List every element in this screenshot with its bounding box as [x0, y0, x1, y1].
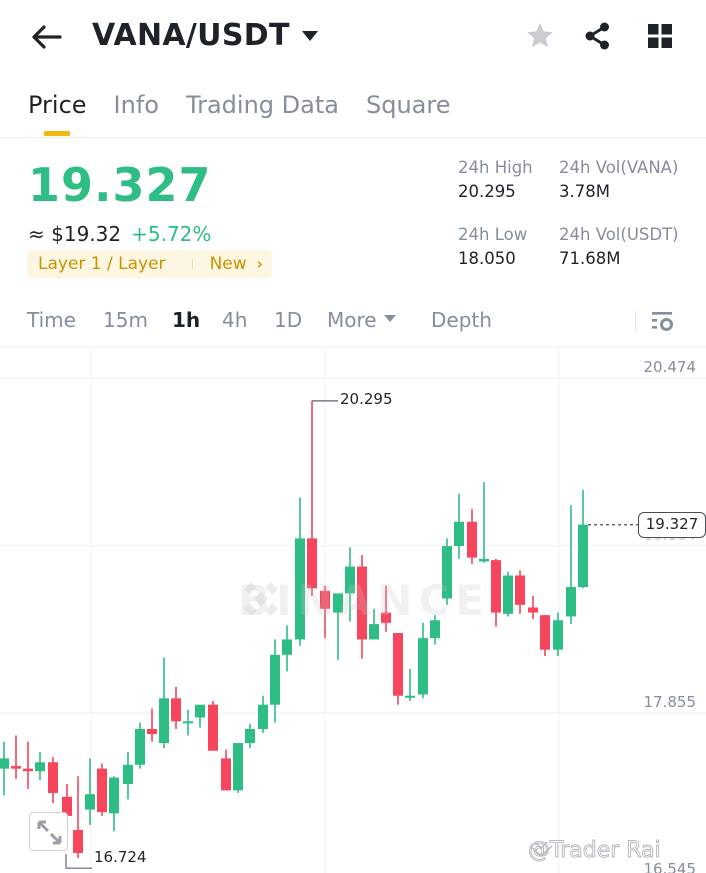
price-sub-row: ≈ $19.32 +5.72%: [28, 222, 211, 246]
depth-tab[interactable]: Depth: [431, 308, 492, 332]
pair-selector[interactable]: VANA/USDT: [92, 18, 318, 53]
credit-watermark: @Trader Rai: [528, 838, 662, 864]
top-bar: VANA/USDT: [0, 0, 706, 76]
grid-menu-icon[interactable]: [646, 22, 674, 50]
chevron-right-icon: ›: [256, 255, 263, 273]
interval-divider: [635, 310, 636, 332]
tabs-divider: [0, 137, 706, 138]
stat-label: 24h Vol(VANA): [559, 158, 679, 177]
stat-label: 24h High: [458, 158, 533, 177]
tag-separator: [191, 259, 193, 269]
interval-bar: Time 15m 1h 4h 1D More Depth: [0, 300, 706, 344]
change-percent: +5.72%: [131, 222, 212, 246]
share-icon[interactable]: [582, 20, 614, 52]
usd-equivalent: ≈ $19.32: [28, 222, 122, 246]
last-price: 19.327: [28, 158, 212, 212]
stat-24h-high: 24h High 20.295: [458, 158, 533, 201]
stat-label: 24h Low: [458, 225, 528, 244]
low-marker-label: 16.724: [94, 848, 147, 866]
credit-logo-icon: [529, 841, 553, 858]
star-icon[interactable]: [524, 20, 556, 52]
interval-1d[interactable]: 1D: [274, 308, 303, 332]
stat-24h-vol-quote: 24h Vol(USDT) 71.68M: [559, 225, 679, 268]
category-tag[interactable]: Layer 1 / Layer New ›: [27, 250, 272, 278]
binance-watermark: BINANCE: [238, 576, 490, 625]
fullscreen-button[interactable]: [29, 812, 68, 851]
expand-arrows-icon: [37, 820, 62, 845]
stat-24h-vol-base: 24h Vol(VANA) 3.78M: [559, 158, 678, 201]
stat-value: 71.68M: [559, 249, 621, 268]
stat-value: 20.295: [458, 182, 516, 201]
stat-value: 3.78M: [559, 182, 610, 201]
watermark-text: BINANCE: [238, 576, 490, 625]
current-price-marker: 19.327: [638, 512, 706, 538]
tab-price[interactable]: Price: [28, 86, 87, 136]
credit-text: @Trader Rai: [528, 838, 662, 864]
stat-label: 24h Vol(USDT): [559, 225, 679, 244]
caret-down-icon: [383, 315, 396, 322]
interval-more-dropdown[interactable]: More: [327, 308, 396, 332]
pair-title: VANA/USDT: [92, 18, 290, 53]
stat-value: 18.050: [458, 249, 516, 268]
interval-15m[interactable]: 15m: [103, 308, 148, 332]
y-axis-label: 17.855: [643, 693, 697, 711]
caret-down-icon: [301, 30, 318, 41]
back-arrow-icon[interactable]: [30, 22, 62, 52]
tab-info[interactable]: Info: [113, 91, 159, 119]
interval-1h[interactable]: 1h: [172, 308, 201, 332]
category-label: Layer 1 / Layer: [38, 254, 166, 274]
tab-square[interactable]: Square: [365, 91, 451, 119]
chart-top-border: [0, 347, 706, 348]
y-axis-label: 16.545: [643, 860, 697, 873]
new-label: New: [209, 254, 247, 274]
tab-trading-data[interactable]: Trading Data: [185, 91, 339, 119]
high-marker-label: 20.295: [340, 390, 393, 408]
chart-settings-icon[interactable]: [648, 308, 676, 336]
main-tabs: Price Info Trading Data Square: [28, 86, 477, 136]
chart-canvas: [0, 348, 706, 873]
more-label: More: [327, 308, 377, 332]
binance-logo-icon: [244, 582, 278, 616]
candlestick-chart[interactable]: BINANCE 20.474 19.164 17.855 16.545 19.3…: [0, 348, 706, 873]
interval-4h[interactable]: 4h: [222, 308, 248, 332]
y-axis-label: 20.474: [643, 358, 697, 376]
interval-time[interactable]: Time: [27, 308, 76, 332]
stat-24h-low: 24h Low 18.050: [458, 225, 527, 268]
